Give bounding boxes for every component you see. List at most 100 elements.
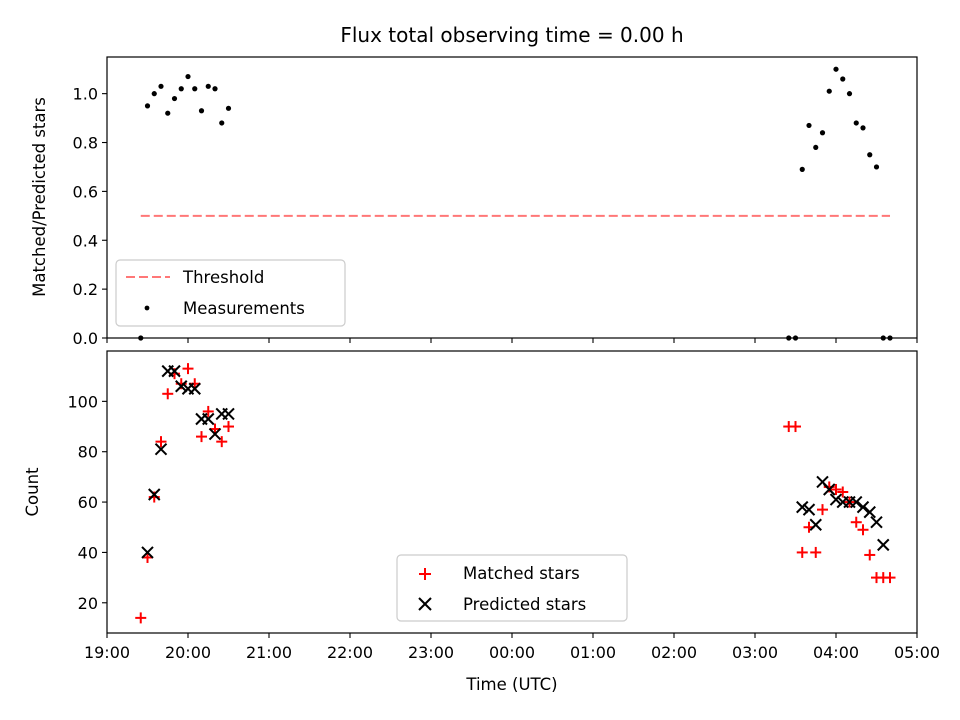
measurement-point xyxy=(144,103,151,109)
top-y-tick-label: 0.4 xyxy=(73,231,98,250)
top-y-tick-label: 0.2 xyxy=(73,280,98,299)
measurement-point xyxy=(867,152,873,158)
matched-star-point xyxy=(790,421,801,433)
predicted-star-point xyxy=(141,546,154,559)
matched-star-point xyxy=(884,572,896,584)
measurement-point xyxy=(212,86,218,92)
matched-star-point xyxy=(864,549,876,561)
legend-measurements-swatch xyxy=(144,305,150,311)
bottom-legend: Matched stars Predicted stars xyxy=(396,554,628,622)
bottom-y-tick-label: 60 xyxy=(78,493,98,512)
measurement-point xyxy=(158,83,164,89)
top-y-tick-label: 0.0 xyxy=(73,329,98,348)
predicted-star-point xyxy=(850,495,863,509)
predicted-star-point xyxy=(175,380,188,393)
predicted-star-point xyxy=(188,382,201,395)
predicted-star-point xyxy=(809,518,822,531)
matched-star-point xyxy=(202,405,214,417)
matched-star-point xyxy=(796,546,808,558)
predicted-star-point xyxy=(154,442,168,456)
measurements-layer xyxy=(138,66,893,341)
measurement-point xyxy=(860,125,866,131)
measurement-point xyxy=(219,120,225,126)
matched-star-point xyxy=(196,431,207,443)
predicted-star-point xyxy=(796,500,809,514)
measurement-point xyxy=(853,120,859,126)
bottom-plot-frame xyxy=(106,350,918,634)
matched-star-point xyxy=(216,436,228,448)
top-x-ticks xyxy=(106,338,918,343)
predicted-star-point xyxy=(870,516,883,529)
matched-star-point xyxy=(162,388,174,400)
measurement-point xyxy=(225,105,232,111)
x-axis-label: Time (UTC) xyxy=(465,675,557,694)
measurement-point xyxy=(826,88,832,94)
measurement-point xyxy=(198,108,205,114)
top-panel: 0.0 0.2 0.4 0.6 0.8 1.0 Matched/Predicted sta… xyxy=(30,56,918,348)
measurement-point xyxy=(178,86,184,92)
x-tick-label: 19:00 xyxy=(84,643,130,662)
matched-star-point xyxy=(182,363,194,375)
top-y-tick-label: 1.0 xyxy=(73,85,98,104)
x-tick-label: 05:00 xyxy=(894,643,940,662)
measurement-point xyxy=(840,76,846,82)
top-plot-frame xyxy=(106,56,918,339)
matched-star-point xyxy=(810,546,822,558)
x-tick-label: 04:00 xyxy=(813,643,859,662)
measurement-point xyxy=(171,95,178,102)
predicted-star-point xyxy=(877,538,890,552)
bottom-y-tick-label: 40 xyxy=(78,543,98,562)
matched-star-point xyxy=(817,504,828,516)
matched-star-point xyxy=(135,612,147,624)
top-y-axis-label: Matched/Predicted stars xyxy=(30,97,49,297)
legend-matched-swatch xyxy=(419,568,431,580)
matched-star-point xyxy=(850,516,862,528)
matched-star-point xyxy=(837,486,849,498)
measurement-point xyxy=(205,83,211,89)
legend-threshold-label: Threshold xyxy=(182,268,264,287)
top-y-axis: 0.0 0.2 0.4 0.6 0.8 1.0 xyxy=(73,85,107,348)
x-tick-label: 23:00 xyxy=(408,643,454,662)
chart-title: Flux total observing time = 0.00 h xyxy=(340,23,683,47)
measurement-point xyxy=(873,164,880,170)
bottom-y-tick-label: 100 xyxy=(67,392,98,411)
bottom-legend-box xyxy=(396,554,628,622)
measurement-point xyxy=(833,66,839,72)
predicted-star-point xyxy=(222,407,235,421)
top-legend-box xyxy=(115,259,346,327)
measurement-point xyxy=(819,130,826,136)
legend-matched-label: Matched stars xyxy=(463,564,580,583)
measurement-point xyxy=(185,73,191,80)
top-y-tick-label: 0.6 xyxy=(73,182,98,201)
predicted-star-point xyxy=(856,500,870,514)
top-y-tick-label: 0.8 xyxy=(73,134,98,153)
x-tick-label: 02:00 xyxy=(651,643,697,662)
measurement-point xyxy=(192,86,198,92)
predicted-star-point xyxy=(863,505,876,519)
measurement-point xyxy=(806,122,812,129)
x-tick-label: 00:00 xyxy=(489,643,535,662)
bottom-y-axis-label: Count xyxy=(23,467,42,517)
matched-star-point xyxy=(857,524,869,536)
bottom-x-axis: 19:00 20:00 21:00 22:00 23:00 00:00 01:00 02:00… xyxy=(84,633,940,662)
x-tick-label: 21:00 xyxy=(246,643,292,662)
measurement-point xyxy=(151,91,157,97)
top-legend: Threshold Measurements xyxy=(115,259,346,327)
x-tick-label: 03:00 xyxy=(732,643,778,662)
measurement-point xyxy=(846,91,853,97)
x-tick-label: 20:00 xyxy=(165,643,211,662)
bottom-y-tick-label: 80 xyxy=(78,443,98,462)
predicted-star-point xyxy=(829,493,843,506)
legend-measurements-label: Measurements xyxy=(183,299,305,318)
bottom-y-tick-label: 20 xyxy=(78,594,98,613)
predicted-star-point xyxy=(208,427,222,441)
predicted-star-point xyxy=(168,364,181,378)
x-tick-label: 22:00 xyxy=(327,643,373,662)
legend-predicted-label: Predicted stars xyxy=(463,595,586,614)
measurement-point xyxy=(799,166,805,172)
bottom-panel: 20 40 60 80 100 19:00 20:00 21:00 22:00 23:00 00:… xyxy=(23,350,940,694)
x-tick-label: 01:00 xyxy=(570,643,616,662)
measurement-point xyxy=(165,110,171,116)
bottom-y-axis: 20 40 60 80 100 xyxy=(67,392,107,613)
matched-star-point xyxy=(830,483,842,495)
